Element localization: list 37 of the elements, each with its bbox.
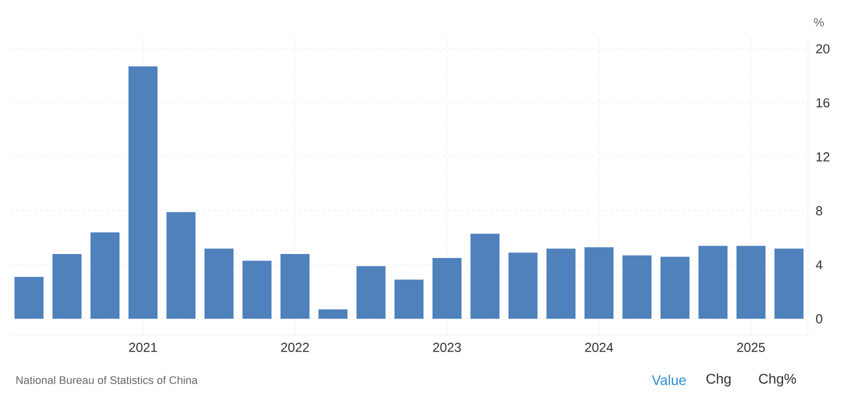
bar — [90, 232, 120, 319]
bar — [660, 256, 690, 319]
x-tick-label: 2024 — [585, 342, 614, 352]
bar — [774, 248, 804, 319]
y-tick-label: 0 — [816, 314, 822, 324]
y-tick-label: 16 — [816, 98, 830, 108]
bar — [204, 248, 234, 319]
bar — [432, 258, 462, 319]
bar — [280, 254, 310, 319]
bar — [128, 66, 158, 319]
bar — [166, 212, 196, 319]
text: Chg — [706, 373, 731, 387]
bar — [470, 234, 500, 319]
bar — [546, 248, 576, 319]
bar — [508, 252, 538, 319]
bar — [394, 280, 424, 319]
x-tick-label: 2022 — [281, 342, 309, 352]
bar — [584, 247, 614, 319]
bar — [698, 246, 728, 319]
y-tick-label: 4 — [816, 260, 822, 270]
bar — [242, 260, 272, 319]
x-tick-label: 2025 — [737, 342, 765, 352]
text: Chg% — [759, 373, 796, 387]
y-tick-label: 20 — [816, 44, 830, 54]
y-axis-title: % — [814, 18, 824, 26]
text: Value — [652, 374, 686, 386]
x-tick-label: 2023 — [433, 342, 461, 352]
bar — [14, 276, 44, 319]
bar — [52, 254, 82, 319]
bar — [736, 246, 766, 319]
bar — [356, 266, 386, 319]
y-tick-label: 8 — [816, 206, 822, 216]
x-tick-label: 2021 — [129, 342, 157, 352]
y-tick-label: 12 — [816, 152, 830, 162]
text: National Bureau of Statistics of China — [16, 376, 198, 384]
bar — [622, 255, 652, 319]
bar — [318, 309, 348, 319]
